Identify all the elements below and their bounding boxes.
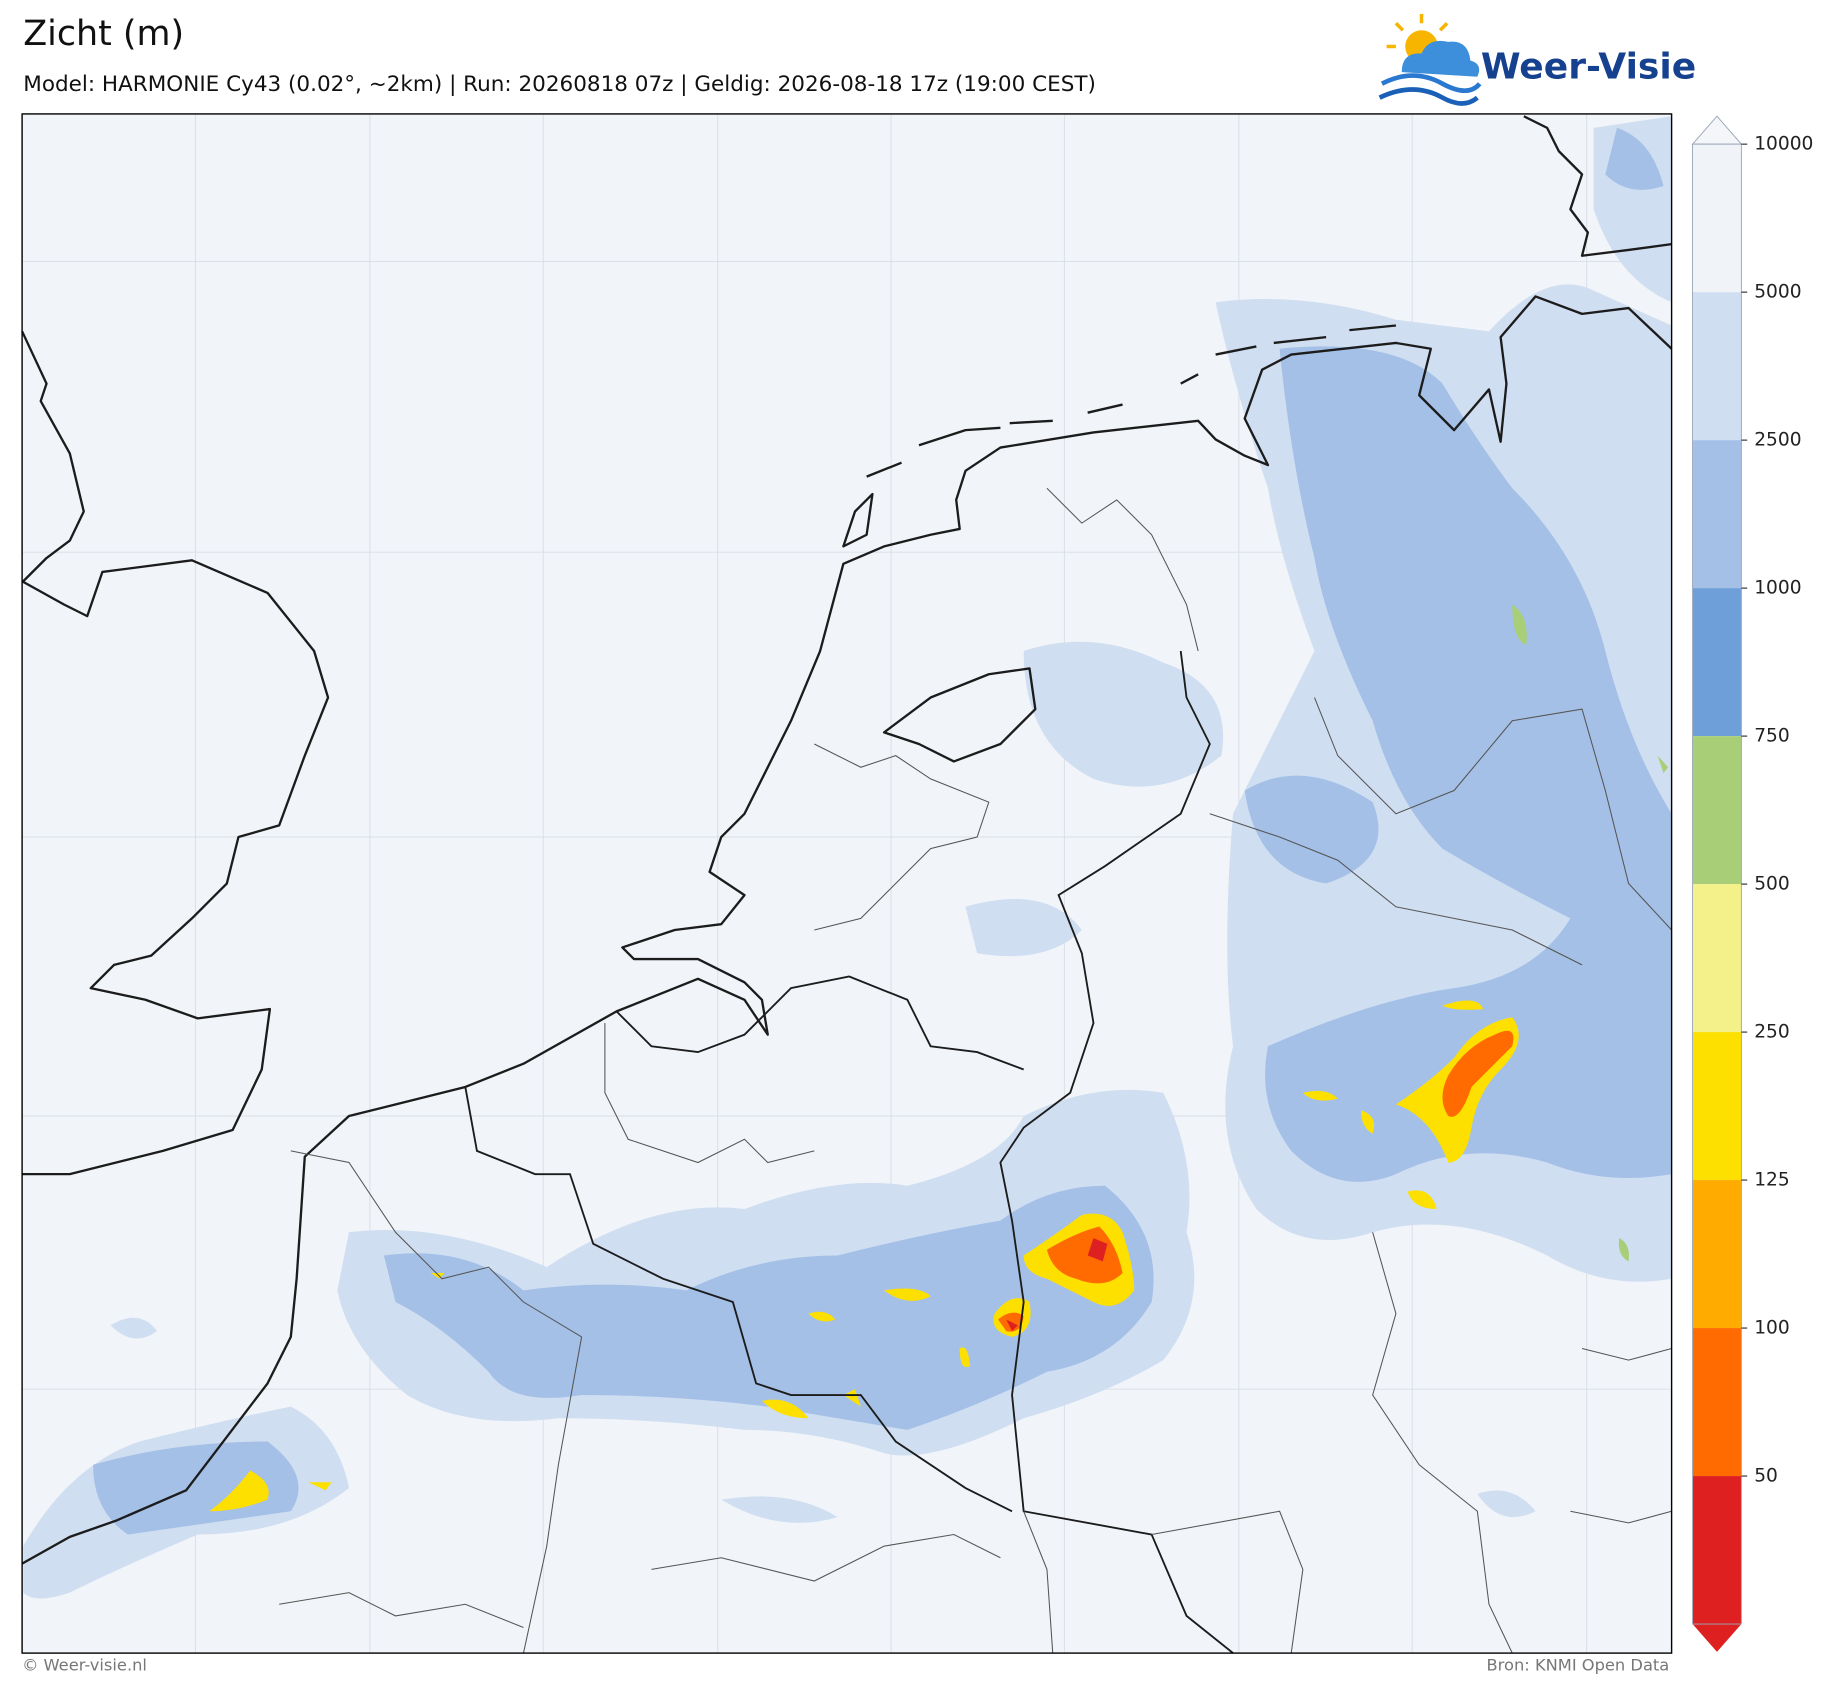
map-frame <box>21 113 1673 1654</box>
logo-text: Weer-Visie <box>1481 47 1696 88</box>
copyright: © Weer-visie.nl <box>22 1655 147 1674</box>
colorbar-segment <box>1692 440 1742 589</box>
colorbar-tick-label: 250 <box>1754 1022 1790 1043</box>
country-borders <box>464 650 1234 1654</box>
colorbar-tick-label: 100 <box>1754 1318 1790 1339</box>
colorbar-tick-label: 50 <box>1754 1466 1778 1487</box>
colorbar-segment <box>1692 1476 1742 1625</box>
colorbar-tick-label: 1000 <box>1754 578 1801 599</box>
colorbar-over <box>1691 115 1743 145</box>
colorbar-tick-label: 125 <box>1754 1170 1790 1191</box>
logo-wave <box>1378 87 1479 106</box>
colorbar-tick-label: 10000 <box>1754 134 1813 155</box>
logo-wave <box>1380 73 1482 93</box>
visibility-field <box>23 116 1672 1599</box>
source: Bron: KNMI Open Data <box>1487 1655 1670 1674</box>
colorbar-segment <box>1692 1032 1742 1181</box>
colorbar-segment <box>1692 1180 1742 1329</box>
logo-cloud <box>1401 40 1480 77</box>
colorbar: 10000 5000 2500 1000 750 500 250 125 100 50 <box>1691 115 1813 1652</box>
colorbar-tick-label: 750 <box>1754 726 1790 747</box>
colorbar-tick-label: 500 <box>1754 874 1790 895</box>
coastlines <box>21 115 1673 1565</box>
subtitle: Model: HARMONIE Cy43 (0.02°, ~2km) | Run… <box>23 72 1096 97</box>
colorbar-tick-label: 2500 <box>1754 430 1801 451</box>
colorbar-segment <box>1692 1328 1742 1477</box>
colorbar-segment <box>1692 144 1742 293</box>
logo: Weer-Visie <box>1378 13 1696 106</box>
title: Zicht (m) <box>23 14 184 54</box>
logo-rays <box>1386 13 1449 49</box>
colorbar-segment <box>1692 884 1742 1033</box>
colorbar-segment <box>1692 736 1742 885</box>
colorbar-tick-label: 5000 <box>1754 282 1801 303</box>
map <box>21 113 1673 1654</box>
colorbar-under <box>1692 1624 1742 1652</box>
colorbar-segment <box>1692 588 1742 737</box>
colorbar-segment <box>1692 292 1742 441</box>
region-borders <box>279 487 1672 1654</box>
